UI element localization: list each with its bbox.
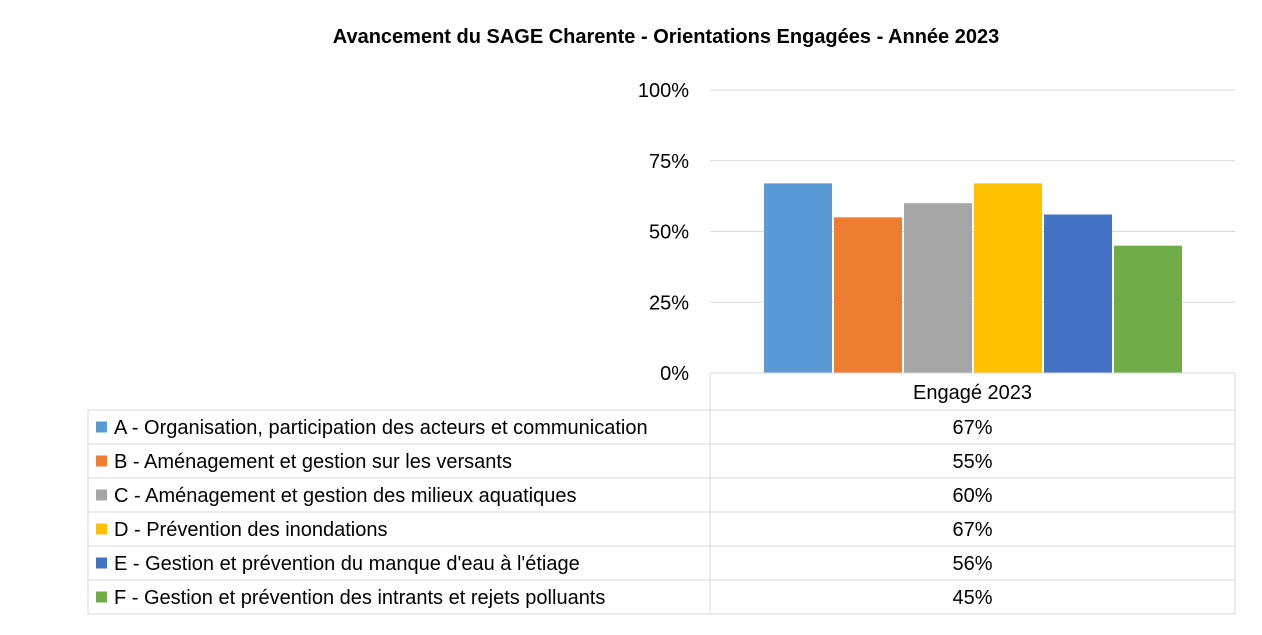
legend-swatch-e <box>96 557 107 569</box>
bar-e <box>1044 214 1112 373</box>
data-label-e: 56% <box>952 553 992 575</box>
legend-swatch-d <box>96 523 107 535</box>
data-label-b: 55% <box>952 451 992 473</box>
series-name-f: F - Gestion et prévention des intrants e… <box>114 587 605 609</box>
chart-title: Avancement du SAGE Charente - Orientatio… <box>333 26 999 48</box>
data-label-a: 67% <box>952 417 992 439</box>
y-tick-label: 0% <box>660 363 689 385</box>
y-tick-label: 75% <box>649 151 689 173</box>
data-table: Engagé 2023 A - Organisation, participati… <box>87 372 1236 615</box>
y-tick-label: 25% <box>649 292 689 314</box>
y-tick-label: 50% <box>649 222 689 244</box>
legend-swatch-c <box>96 489 107 501</box>
bar-b <box>834 217 902 373</box>
series-name-d: D - Prévention des inondations <box>114 519 388 541</box>
series-name-c: C - Aménagement et gestion des milieux a… <box>114 485 577 507</box>
data-label-c: 60% <box>952 485 992 507</box>
legend-swatch-b <box>96 455 107 467</box>
y-axis-ticks: 0% 25% 50% 75% 100% <box>638 80 689 385</box>
bar-c <box>904 203 972 373</box>
series-name-a: A - Organisation, participation des acte… <box>114 417 648 439</box>
series-name-e: E - Gestion et prévention du manque d'ea… <box>114 553 580 575</box>
data-label-f: 45% <box>952 587 992 609</box>
series-name-b: B - Aménagement et gestion sur les versa… <box>114 451 512 473</box>
legend-swatch-f <box>96 591 107 603</box>
category-label: Engagé 2023 <box>913 382 1032 404</box>
y-tick-label: 100% <box>638 80 689 102</box>
bar-a <box>764 183 832 373</box>
data-label-d: 67% <box>952 519 992 541</box>
legend-swatch-a <box>96 421 107 433</box>
bar-f <box>1114 245 1182 373</box>
bar-d <box>974 183 1042 373</box>
bars <box>764 183 1182 373</box>
